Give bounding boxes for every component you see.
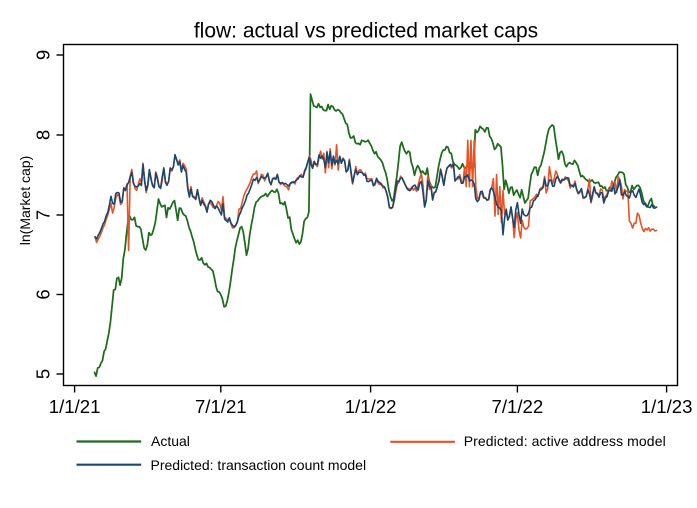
svg-text:flow: actual vs predicted mark: flow: actual vs predicted market caps <box>194 20 538 43</box>
svg-text:ln(Market cap): ln(Market cap) <box>17 156 33 245</box>
svg-text:7/1/21: 7/1/21 <box>195 396 247 417</box>
svg-text:1/1/22: 1/1/22 <box>345 396 397 417</box>
svg-text:Predicted: active address mode: Predicted: active address model <box>464 433 666 449</box>
svg-text:5: 5 <box>33 369 54 379</box>
svg-text:Actual: Actual <box>151 433 190 449</box>
svg-text:1/1/21: 1/1/21 <box>49 396 101 417</box>
svg-text:7/1/22: 7/1/22 <box>492 396 544 417</box>
svg-text:1/1/23: 1/1/23 <box>641 396 693 417</box>
svg-text:9: 9 <box>33 50 54 60</box>
svg-text:7: 7 <box>33 210 54 220</box>
svg-text:8: 8 <box>33 130 54 140</box>
svg-text:6: 6 <box>33 289 54 299</box>
svg-text:Predicted: transaction count m: Predicted: transaction count model <box>151 457 367 473</box>
